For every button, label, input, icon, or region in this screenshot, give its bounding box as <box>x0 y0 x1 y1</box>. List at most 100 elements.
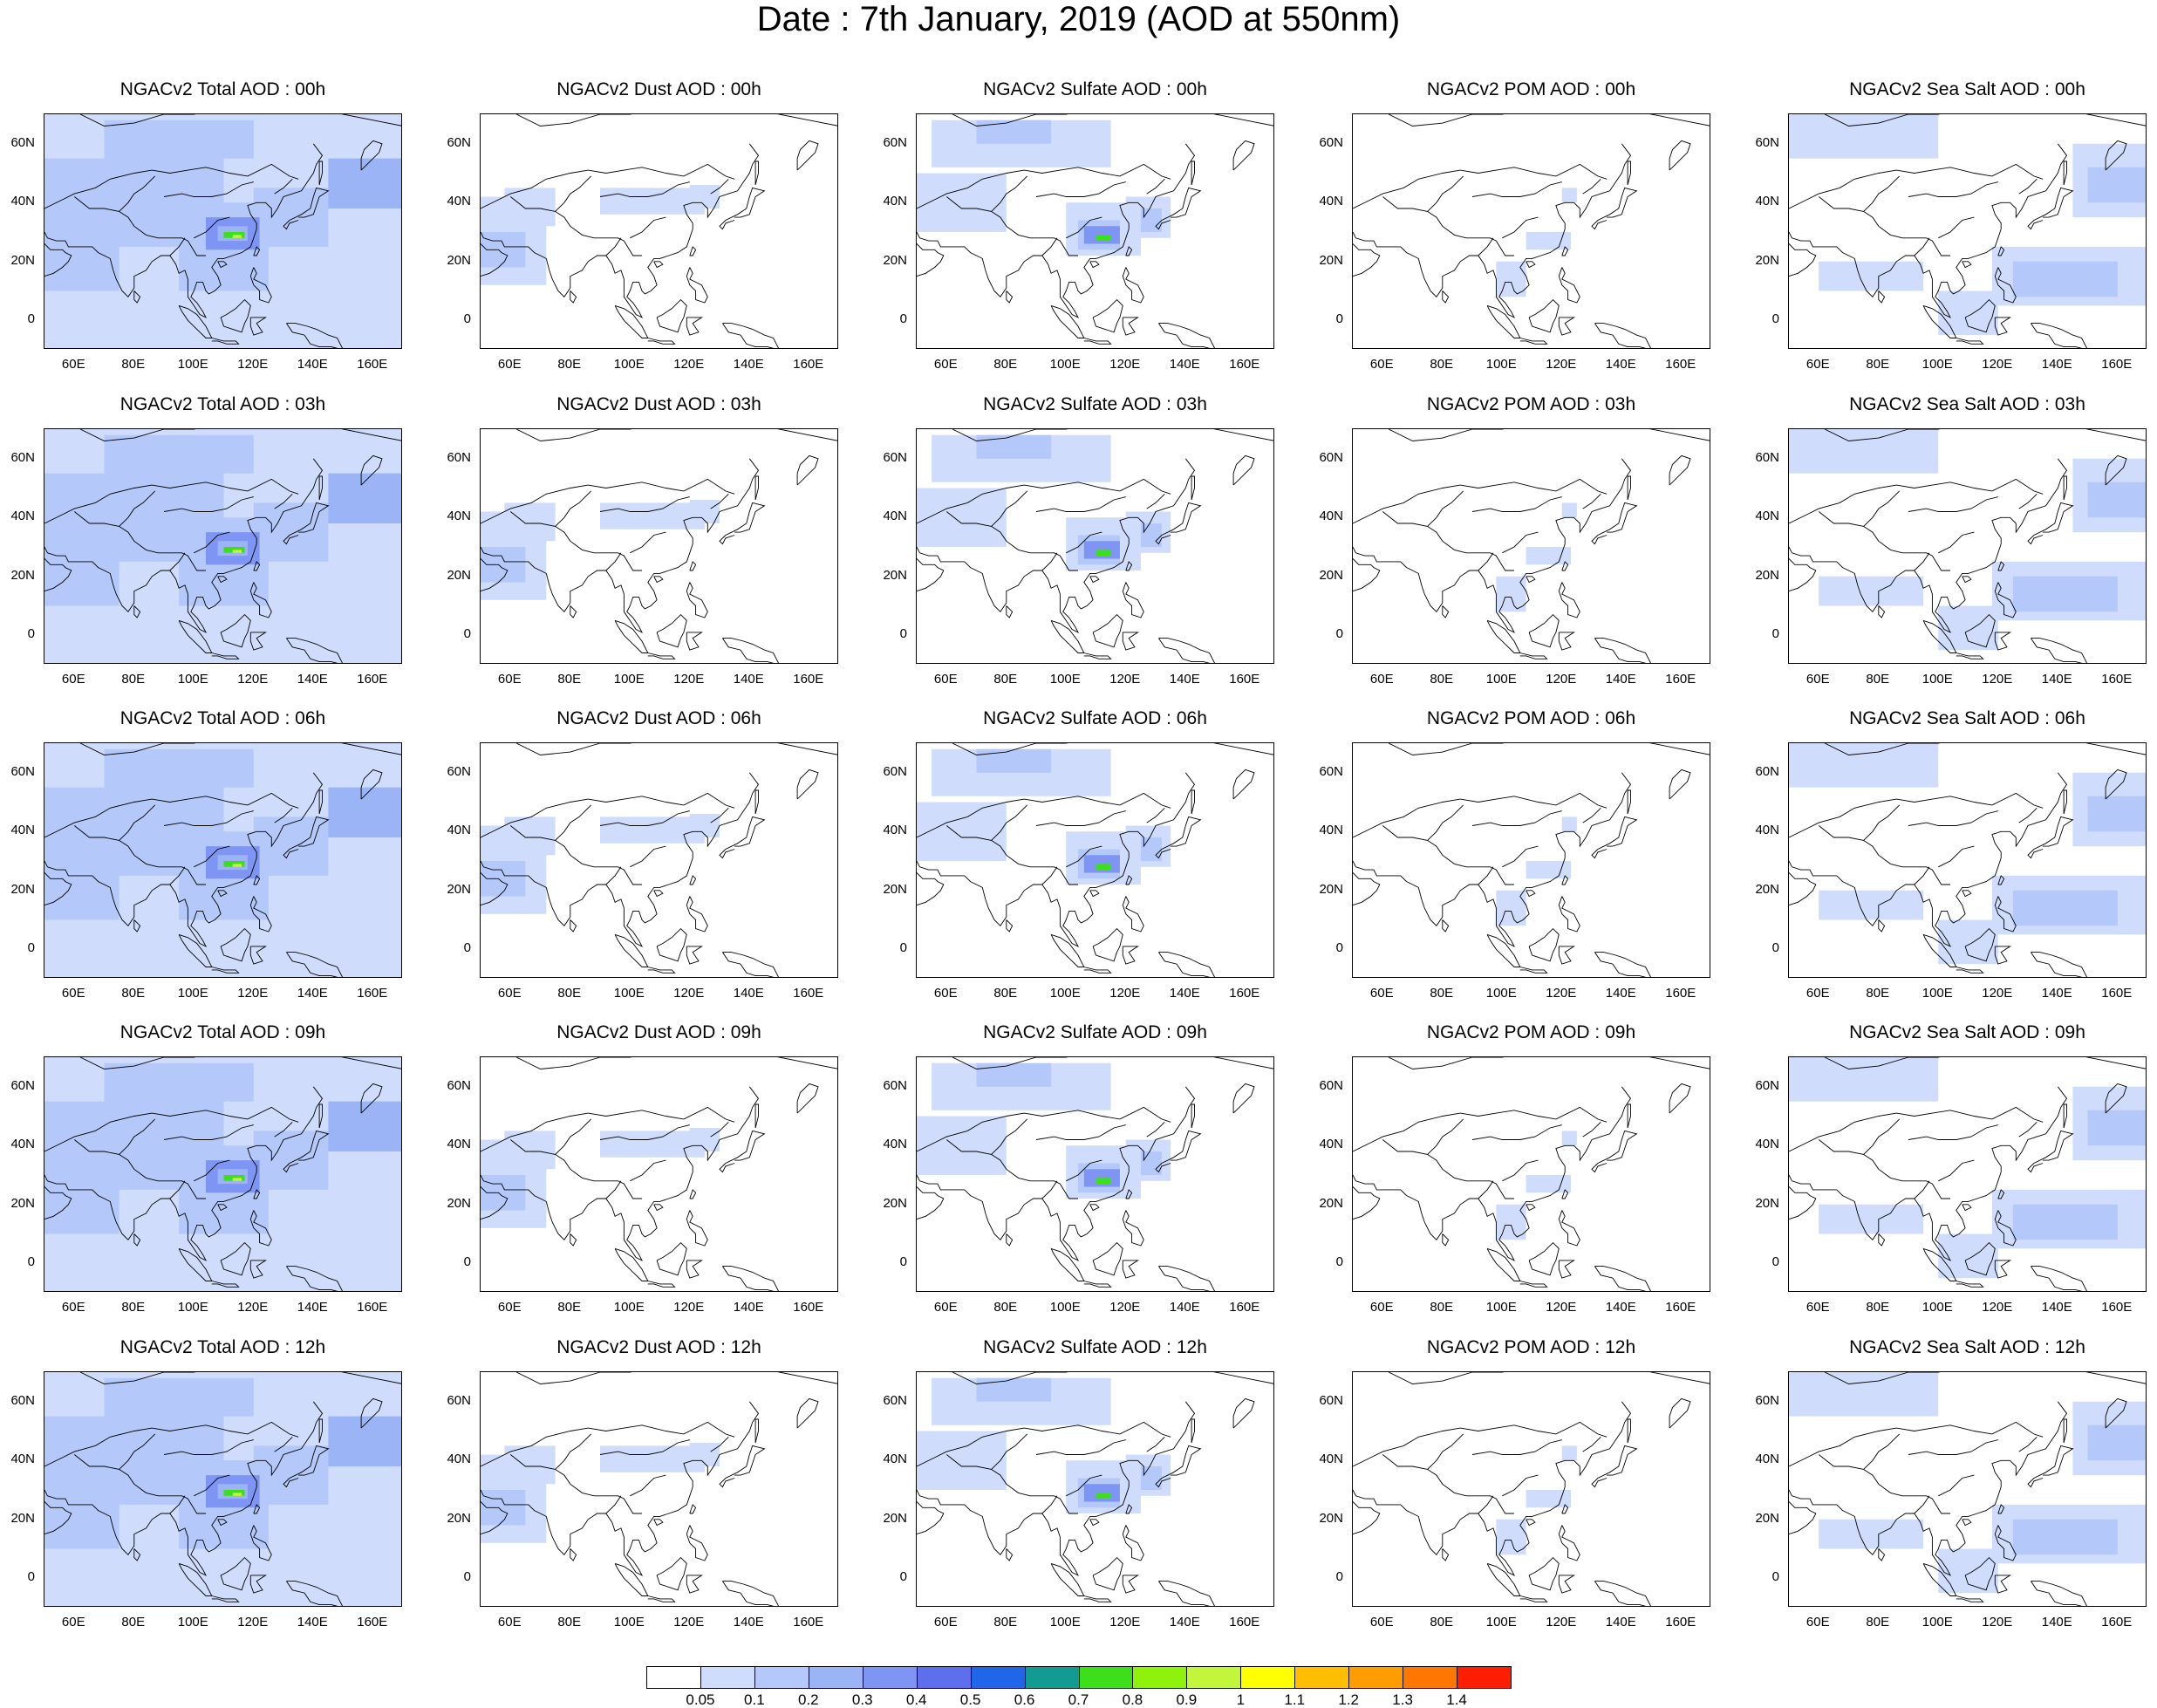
coastline <box>2031 1581 2087 1606</box>
aod-cell <box>1561 502 1577 518</box>
y-tick-label: 40N <box>10 1137 35 1152</box>
coastline <box>1938 216 1975 239</box>
coastline <box>481 772 760 947</box>
map-panel: NGACv2 Total AOD : 00h 0 20N 40N 60N 60E 80E 10… <box>10 79 402 372</box>
panel-title: NGACv2 POM AOD : 09h <box>1426 1022 1636 1042</box>
coastline <box>1502 1159 1539 1182</box>
coastline <box>194 1159 230 1182</box>
aod-cell <box>1526 1490 1572 1508</box>
coastline <box>360 140 383 171</box>
y-tick-label: 60N <box>10 449 35 465</box>
coastline <box>1558 632 1576 651</box>
coastline <box>44 1501 72 1535</box>
coastline <box>1478 552 1494 571</box>
coastline <box>1502 531 1539 554</box>
coastline <box>481 1086 760 1261</box>
x-tick-label: 140E <box>1169 357 1200 372</box>
coastline <box>1863 1118 1901 1155</box>
map-frame <box>480 428 838 664</box>
coastline <box>1122 1210 1144 1247</box>
coastline <box>1125 875 1133 885</box>
coastline <box>1006 605 1014 618</box>
x-tick-label: 80E <box>557 357 582 372</box>
coastline <box>917 1106 1171 1152</box>
y-tick-label: 40N <box>1755 509 1779 524</box>
aod-cell <box>232 550 242 553</box>
panel-title: NGACv2 Sea Salt AOD : 12h <box>1849 1337 2085 1357</box>
coastline <box>194 845 230 868</box>
coastline <box>710 1436 729 1452</box>
coastline <box>1155 1130 1202 1173</box>
x-tick-label: 80E <box>1866 986 1890 1001</box>
x-tick-label: 80E <box>993 357 1018 372</box>
coastline <box>796 1083 819 1114</box>
coastline <box>1824 1372 2146 1384</box>
coastline <box>2105 1397 2127 1429</box>
aod-cell <box>917 1431 1007 1490</box>
map-svg <box>44 743 401 977</box>
y-tick-label: 40N <box>1755 823 1779 838</box>
coastline <box>194 531 230 554</box>
coastline <box>605 866 622 885</box>
coastline <box>1627 1418 1631 1444</box>
map-frame <box>1788 742 2147 978</box>
colorbar-label: 1.2 <box>1338 1691 1360 1708</box>
coastline <box>1006 290 1014 304</box>
aod-cell <box>44 532 119 606</box>
coastline <box>1922 1562 1957 1596</box>
aod-cell <box>253 188 329 247</box>
aod-cell <box>504 1445 556 1485</box>
coastline <box>952 1372 1273 1384</box>
x-tick-label: 60E <box>61 986 85 1001</box>
coastline <box>2105 140 2127 171</box>
colorbar-label: 0.1 <box>744 1691 765 1708</box>
y-tick-label: 60N <box>1755 449 1779 465</box>
aod-cell <box>1526 232 1572 250</box>
coastline <box>722 1266 779 1291</box>
y-tick-label: 60N <box>1319 1077 1343 1093</box>
map-frame <box>1788 113 2147 349</box>
x-tick-label: 60E <box>497 1615 522 1629</box>
aod-cell <box>232 864 242 867</box>
coastline <box>1442 290 1450 304</box>
coastline <box>79 743 401 755</box>
y-tick-label: 40N <box>10 823 35 838</box>
aod-cell <box>1819 1204 1924 1234</box>
coastline <box>1388 114 1710 126</box>
coastline <box>1789 772 2068 947</box>
coastline <box>2063 1418 2067 1444</box>
coastline <box>1035 496 1126 512</box>
coastline <box>917 458 1196 633</box>
x-tick-label: 120E <box>1546 986 1577 1001</box>
panel-title: NGACv2 Dust AOD : 03h <box>556 394 761 414</box>
coastline <box>2027 187 2074 230</box>
aod-cell <box>2012 1519 2118 1555</box>
x-tick-label: 140E <box>2041 672 2072 687</box>
coastline <box>1528 1241 1560 1276</box>
map-panel: NGACv2 POM AOD : 06h 0 20N 40N 60N 60E 80E 100E… <box>1319 708 1710 1001</box>
coastline <box>1427 175 1464 212</box>
coastline <box>1382 1454 1514 1514</box>
x-tick-label: 60E <box>933 1300 958 1315</box>
x-tick-label: 60E <box>497 357 522 372</box>
x-tick-label: 120E <box>1982 1615 2013 1629</box>
panel-title: NGACv2 Sulfate AOD : 06h <box>983 708 1207 728</box>
coastline <box>653 1519 664 1527</box>
coastline <box>1382 1139 1514 1199</box>
coastline <box>630 216 666 239</box>
y-tick-label: 20N <box>447 1195 471 1211</box>
coastline <box>1519 967 1548 974</box>
coastline <box>2027 502 2074 545</box>
coastline <box>1035 1124 1126 1140</box>
coastline <box>1627 789 1631 815</box>
coastline <box>283 502 330 545</box>
y-tick-label: 20N <box>1319 1195 1343 1211</box>
coastline <box>686 1575 704 1594</box>
coastline <box>1041 237 1058 256</box>
y-tick-label: 0 <box>463 1569 471 1585</box>
coastline <box>249 267 272 304</box>
x-tick-label: 140E <box>1605 672 1636 687</box>
aod-cell <box>976 1062 1052 1087</box>
coastline <box>1558 896 1580 933</box>
coastline <box>133 605 141 618</box>
